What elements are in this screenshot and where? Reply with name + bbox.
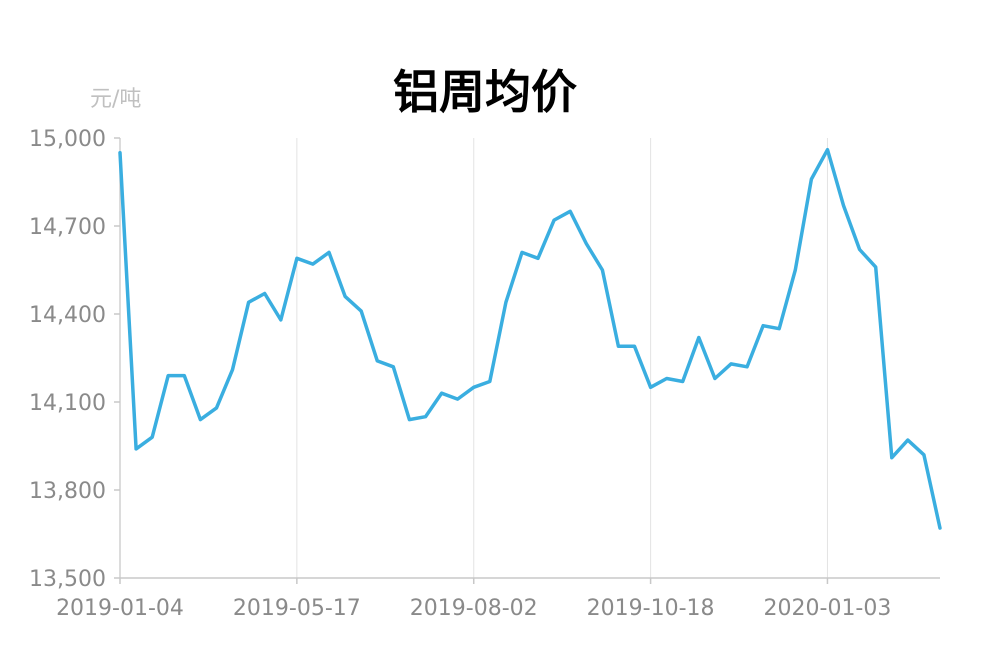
series-line: [118, 147, 942, 530]
x-tick-label: 2020-01-03: [764, 596, 892, 621]
x-tick-label: 2019-01-04: [56, 596, 184, 621]
x-tick-label: 2019-10-18: [587, 596, 715, 621]
axes: [119, 138, 940, 579]
y-tick-label: 14,100: [29, 391, 106, 416]
gridlines: [296, 138, 828, 578]
x-axis-ticks: 2019-01-04 2019-05-17 2019-08-02 2019-10-18…: [56, 578, 891, 621]
chart-title: 铝周均价: [393, 65, 577, 119]
y-axis-ticks: 13,500 13,800 14,100 14,400 14,700 15,000: [29, 127, 120, 592]
series-group: [118, 147, 942, 530]
y-axis-unit-label: 元/吨: [90, 87, 141, 112]
y-tick-label: 14,700: [29, 215, 106, 240]
y-tick-label: 14,400: [29, 303, 106, 328]
x-tick-label: 2019-08-02: [410, 596, 538, 621]
x-tick-label: 2019-05-17: [233, 596, 361, 621]
y-tick-label: 13,800: [29, 479, 106, 504]
y-tick-label: 15,000: [29, 127, 106, 152]
y-tick-label: 13,500: [29, 567, 106, 592]
